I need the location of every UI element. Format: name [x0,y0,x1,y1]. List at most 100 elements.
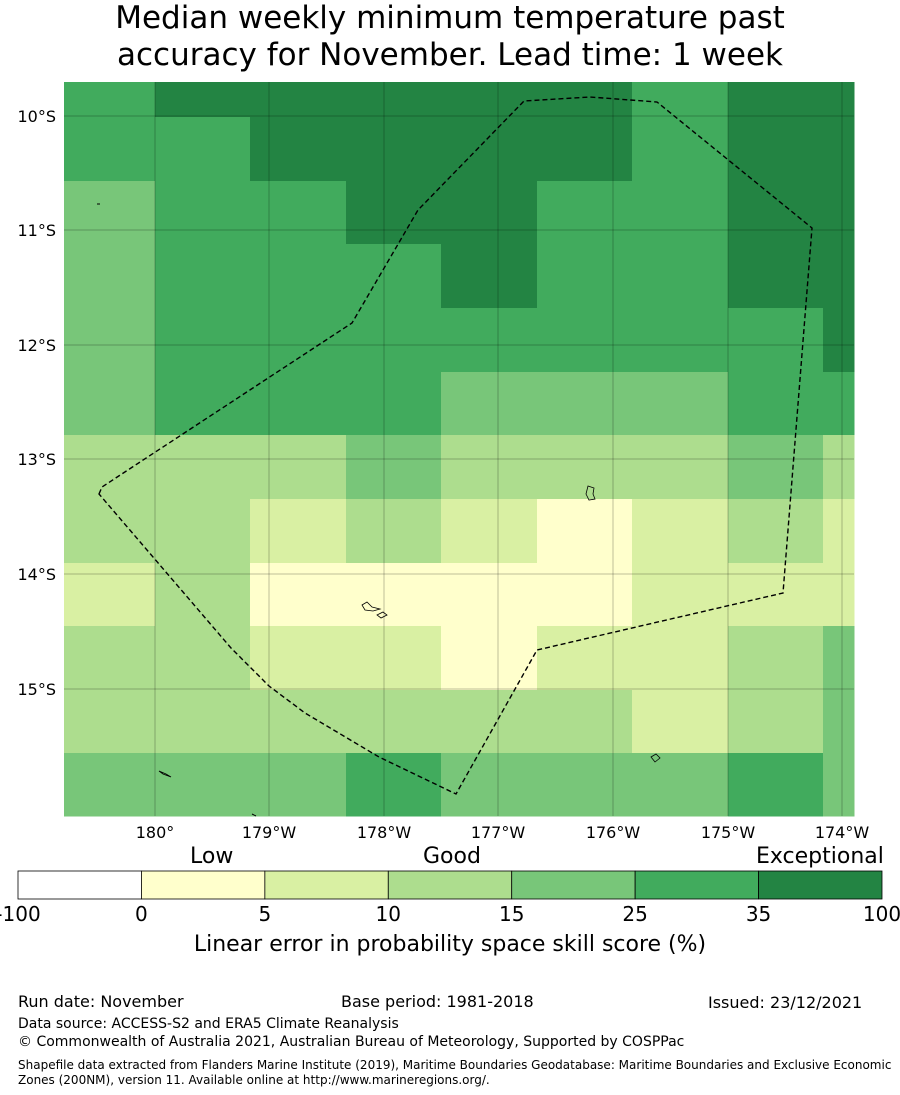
latitude-label: 14°S [17,565,56,584]
grid-cell [64,308,156,373]
grid-cell [441,435,538,500]
grid-cell [346,244,442,309]
grid-cell [823,435,855,500]
graticule [64,82,854,816]
grid-cell [728,499,824,564]
grid-cell [728,244,824,309]
grid-cell [346,753,442,817]
grid-cell [441,244,538,309]
grid-cell [441,181,538,245]
grid-cell [632,117,729,182]
grid-cell [823,181,855,245]
grid-cell [64,435,156,500]
colorbar-segment [141,870,266,900]
island-shape [361,601,382,612]
grid-cell [64,117,156,182]
grid-cell [346,690,442,754]
grid-cell [441,563,538,627]
grid-cell [155,626,251,691]
island-shape [251,813,257,817]
grid-cell [346,563,442,627]
grid-cell [346,117,442,182]
data-source: Data source: ACCESS-S2 and ERA5 Climate … [18,1016,399,1032]
grid-cell [823,753,855,817]
longitude-label: 175°W [701,823,756,842]
grid-cell [155,690,251,754]
grid-cell [250,117,347,182]
grid-cell [728,753,824,817]
grid-cell [632,626,729,691]
grid-cell [346,626,442,691]
grid-cell [823,82,855,118]
colorbar-tick-label: 35 [745,902,772,926]
grid-cell [155,435,251,500]
grid-cell [346,181,442,245]
colorbar [17,870,883,900]
grid-cell [64,82,156,118]
grid-cell [728,690,824,754]
latitude-label: 10°S [17,107,56,126]
island-shape [158,770,172,778]
grid-cell [155,753,251,817]
colorbar-tick-label: 5 [258,902,272,926]
colorbar-tick-label: 15 [498,902,525,926]
island-shape [376,611,388,619]
grid-cell [155,308,251,373]
title-line-1: Median weekly minimum temperature past [115,0,785,36]
grid-cell [537,753,633,817]
grid-cell [250,372,347,436]
grid-cell [250,181,347,245]
base-period: Base period: 1981-2018 [341,992,534,1011]
grid-cell [823,626,855,691]
grid-cell [346,308,442,373]
grid-cell [537,499,633,564]
grid-cell [728,308,824,373]
colorbar-segment [758,870,883,900]
grid-cell [155,563,251,627]
grid-cell [823,563,855,627]
grid-cell [441,499,538,564]
grid-cell [632,753,729,817]
grid-cell [250,82,347,118]
grid-cell [632,372,729,436]
colorbar-segment [264,870,389,900]
colorbar-label-low: Low [190,844,234,869]
grid-cell [441,372,538,436]
grid-cell [250,244,347,309]
grid-cell [537,690,633,754]
grid-cell [64,626,156,691]
grid-cell [823,690,855,754]
grid-cell [632,435,729,500]
grid-cell [441,626,538,691]
grid-cell [64,499,156,564]
shapefile-note: Shapefile data extracted from Flanders M… [18,1058,892,1087]
grid-cell [537,181,633,245]
grid-cell [728,372,824,436]
grid-cell [155,499,251,564]
colorbar-label-good: Good [423,844,481,869]
grid-cell [823,372,855,436]
grid-cell [537,372,633,436]
colorbar-axis-title: Linear error in probability space skill … [193,932,707,957]
grid-cell [632,499,729,564]
grid-cell [728,117,824,182]
grid-cell [632,308,729,373]
grid-cell [250,753,347,817]
grid-cell [728,82,824,118]
grid-cell [823,308,855,373]
colorbar-segment [511,870,636,900]
title-line-2: accuracy for November. Lead time: 1 week [116,37,783,73]
grid-cell [728,435,824,500]
grid-cell [250,435,347,500]
grid-cell [346,499,442,564]
grid-cell [346,82,442,118]
grid-cell [823,244,855,309]
colorbar-segment [17,870,142,900]
colorbar-tick-label: 100 [862,902,900,926]
eez-boundary [98,96,813,795]
grid-cell [441,690,538,754]
grid-cell [537,117,633,182]
colorbar-tick-label: 10 [375,902,402,926]
grid-cell [64,690,156,754]
